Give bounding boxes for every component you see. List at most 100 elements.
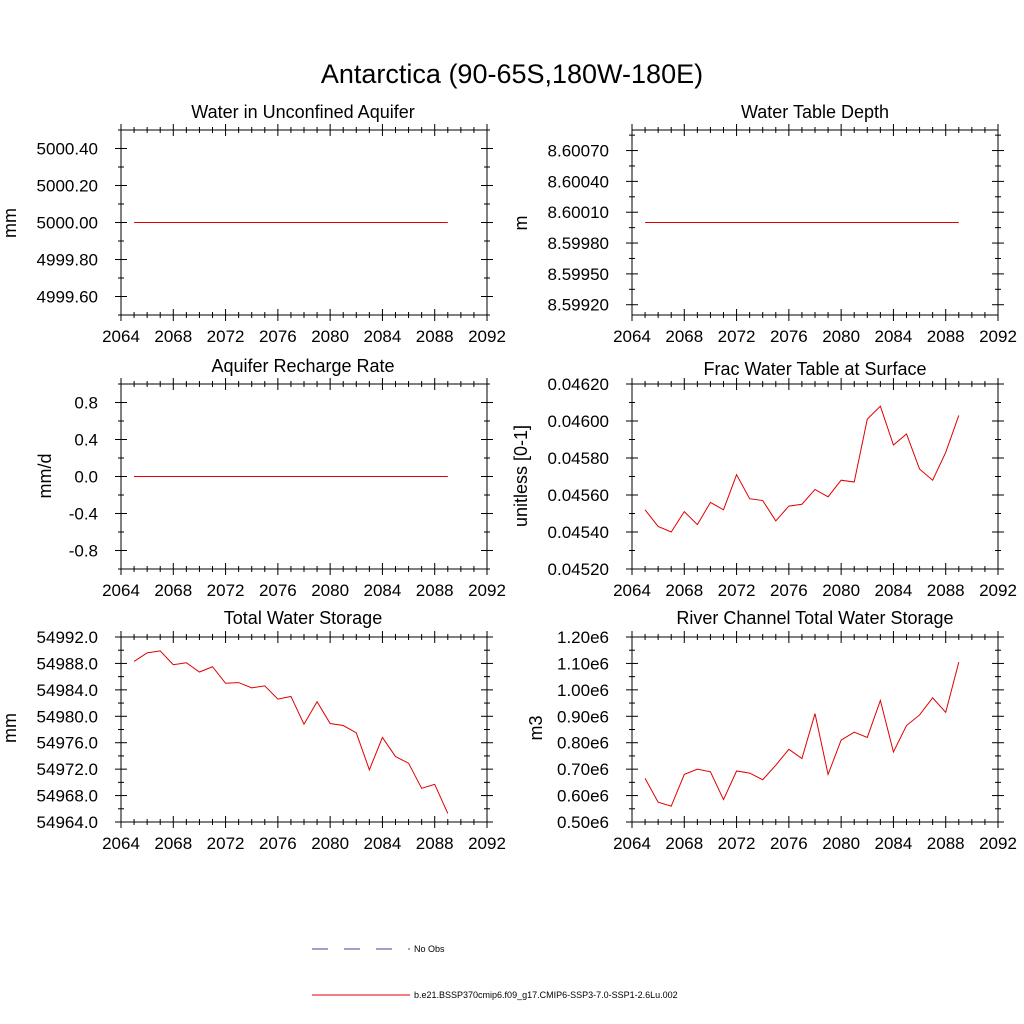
y-tick-label: 8.59980 xyxy=(548,234,609,253)
x-tick-label: 2080 xyxy=(311,327,349,346)
chart-panel-3: Aquifer Recharge Rate mm/d 2064 2068 2072 2… xyxy=(35,356,506,600)
x-tick-label: 2076 xyxy=(259,834,297,853)
x-tick-label: 2064 xyxy=(613,834,651,853)
y-tick-label: 0.4 xyxy=(74,431,98,450)
series-line xyxy=(644,661,960,807)
x-tick-label: 2092 xyxy=(468,581,506,600)
y-tick-label: 0.90e6 xyxy=(557,707,609,726)
x-tick-label: 2064 xyxy=(102,834,140,853)
x-tick-label: 2064 xyxy=(613,327,651,346)
y-tick-label: 4999.80 xyxy=(37,251,98,270)
y-axis-label: m xyxy=(511,216,531,231)
chart-panel-6: River Channel Total Water Storage m3 206… xyxy=(526,608,1017,853)
y-tick-label: 5000.00 xyxy=(37,214,98,233)
chart-panel-1: Water in Unconfined Aquifer mm 2064 2068 2… xyxy=(0,102,506,346)
y-tick-label: -0.4 xyxy=(69,505,98,524)
y-tick-label: 54964.0 xyxy=(37,813,98,832)
chart-panel-4: Frac Water Table at Surface unitless [0-… xyxy=(511,359,1017,600)
y-tick-label: 5000.40 xyxy=(37,140,98,159)
y-tick-label: 0.0 xyxy=(74,468,98,487)
x-tick-label: 2088 xyxy=(416,834,454,853)
y-tick-label: 0.04600 xyxy=(548,412,609,431)
y-tick-label: -0.8 xyxy=(69,542,98,561)
legend: No Obs b.e21.BSSP370cmip6.f09_g17.CMIP6-… xyxy=(312,944,678,1000)
y-axis-label: mm xyxy=(0,713,20,743)
y-tick-label: 0.04620 xyxy=(548,375,609,394)
y-tick-label: 54984.0 xyxy=(37,681,98,700)
x-tick-label: 2068 xyxy=(154,581,192,600)
y-axis-label: unitless [0-1] xyxy=(511,425,531,527)
y-tick-label: 1.10e6 xyxy=(557,654,609,673)
y-tick-label: 0.80e6 xyxy=(557,734,609,753)
series-line xyxy=(644,405,960,533)
x-tick-label: 2076 xyxy=(770,834,808,853)
x-tick-label: 2064 xyxy=(613,581,651,600)
y-tick-label: 8.59920 xyxy=(548,296,609,315)
y-tick-label: 5000.20 xyxy=(37,177,98,196)
x-tick-label: 2072 xyxy=(718,834,756,853)
y-axis-label: mm/d xyxy=(35,454,55,499)
chart-title: Water in Unconfined Aquifer xyxy=(191,102,414,122)
x-tick-label: 2064 xyxy=(102,327,140,346)
y-tick-label: 54972.0 xyxy=(37,760,98,779)
y-axis-label: mm xyxy=(0,208,20,238)
x-tick-label: 2068 xyxy=(154,834,192,853)
x-tick-label: 2092 xyxy=(979,834,1017,853)
legend-label-no-obs: No Obs xyxy=(414,944,445,954)
x-tick-label: 2068 xyxy=(665,327,703,346)
y-tick-label: 0.04520 xyxy=(548,560,609,579)
y-tick-label: 54968.0 xyxy=(37,787,98,806)
x-tick-label: 2084 xyxy=(364,327,402,346)
x-tick-label: 2088 xyxy=(416,581,454,600)
chart-title: Aquifer Recharge Rate xyxy=(211,356,394,376)
chart-panel-2: Water Table Depth m 2064 2068 2072 2076 2080… xyxy=(511,102,1017,346)
y-tick-label: 0.04560 xyxy=(548,486,609,505)
x-tick-label: 2072 xyxy=(207,834,245,853)
x-tick-label: 2084 xyxy=(364,834,402,853)
x-tick-label: 2088 xyxy=(927,327,965,346)
x-tick-label: 2080 xyxy=(822,834,860,853)
x-tick-label: 2080 xyxy=(311,834,349,853)
chart-title: Total Water Storage xyxy=(224,608,382,628)
y-tick-label: 0.70e6 xyxy=(557,760,609,779)
x-tick-label: 2088 xyxy=(416,327,454,346)
y-tick-label: 0.04580 xyxy=(548,449,609,468)
y-tick-label: 0.60e6 xyxy=(557,787,609,806)
y-tick-label: 0.04540 xyxy=(548,523,609,542)
y-tick-label: 8.60040 xyxy=(548,172,609,191)
y-tick-label: 4999.60 xyxy=(37,288,98,307)
y-tick-label: 54980.0 xyxy=(37,707,98,726)
y-tick-label: 0.8 xyxy=(74,394,98,413)
x-tick-label: 2076 xyxy=(770,327,808,346)
series-line xyxy=(133,650,449,814)
x-tick-label: 2084 xyxy=(875,581,913,600)
y-tick-label: 54976.0 xyxy=(37,734,98,753)
x-tick-label: 2088 xyxy=(927,581,965,600)
y-tick-label: 8.60010 xyxy=(548,203,609,222)
chart-panel-5: Total Water Storage mm 2064 2068 2072 2076 2… xyxy=(0,608,506,853)
chart-title: Frac Water Table at Surface xyxy=(703,359,926,379)
x-tick-label: 2080 xyxy=(822,581,860,600)
x-tick-label: 2092 xyxy=(979,581,1017,600)
x-tick-label: 2080 xyxy=(311,581,349,600)
legend-label-model: b.e21.BSSP370cmip6.f09_g17.CMIP6-SSP3-7.… xyxy=(414,990,678,1000)
x-tick-label: 2084 xyxy=(875,834,913,853)
x-tick-label: 2072 xyxy=(207,327,245,346)
y-tick-label: 8.59950 xyxy=(548,265,609,284)
x-tick-label: 2076 xyxy=(770,581,808,600)
y-tick-label: 0.50e6 xyxy=(557,813,609,832)
x-tick-label: 2072 xyxy=(718,581,756,600)
y-tick-label: 8.60070 xyxy=(548,142,609,161)
x-tick-label: 2084 xyxy=(875,327,913,346)
x-tick-label: 2088 xyxy=(927,834,965,853)
x-tick-label: 2084 xyxy=(364,581,402,600)
x-tick-label: 2092 xyxy=(979,327,1017,346)
y-tick-label: 1.20e6 xyxy=(557,628,609,647)
x-tick-label: 2064 xyxy=(102,581,140,600)
figure-title: Antarctica (90-65S,180W-180E) xyxy=(321,59,703,89)
x-tick-label: 2092 xyxy=(468,834,506,853)
chart-title: River Channel Total Water Storage xyxy=(676,608,953,628)
x-tick-label: 2092 xyxy=(468,327,506,346)
chart-title: Water Table Depth xyxy=(741,102,889,122)
